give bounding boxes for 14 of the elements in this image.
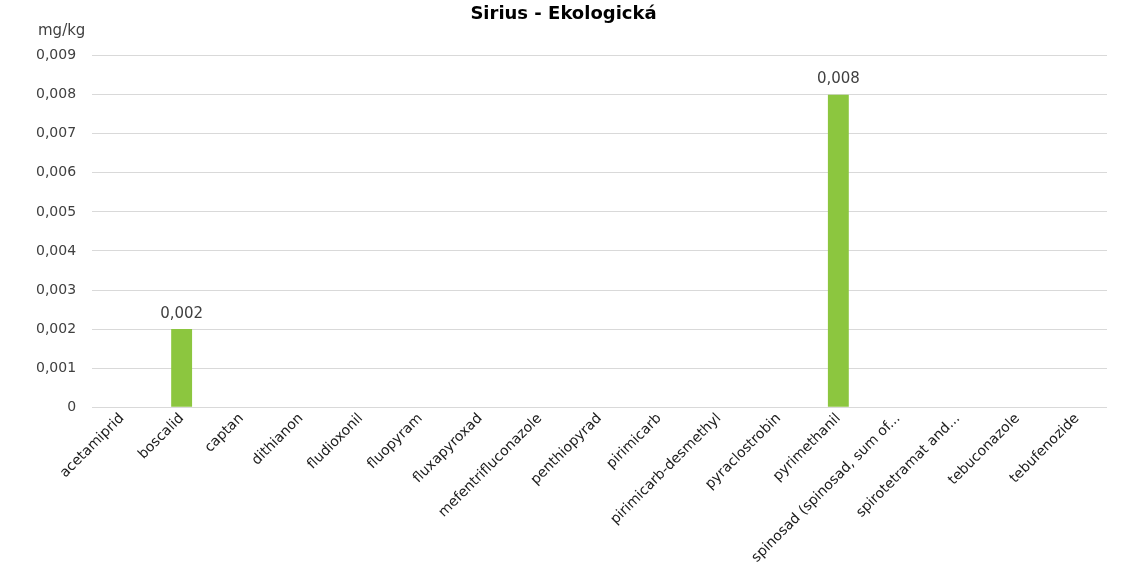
- y-tick-label: 0: [67, 397, 77, 414]
- data-label: 0,008: [816, 69, 860, 88]
- y-tick-label: 0,002: [35, 319, 77, 336]
- y-tick-label: 0,009: [35, 46, 77, 63]
- y-tick-label: 0,007: [35, 124, 77, 141]
- y-tick-label: 0,006: [35, 163, 77, 180]
- y-tick-label: 0,001: [35, 358, 77, 375]
- y-tick-label: 0,004: [35, 241, 77, 258]
- y-tick-label: 0,003: [35, 280, 77, 297]
- data-label: 0,002: [160, 303, 204, 322]
- chart-title: Sirius - Ekologická: [470, 2, 657, 24]
- y-axis-title: mg/kg: [38, 21, 86, 40]
- y-tick-label: 0,005: [35, 202, 77, 219]
- y-tick-label: 0,008: [35, 85, 77, 102]
